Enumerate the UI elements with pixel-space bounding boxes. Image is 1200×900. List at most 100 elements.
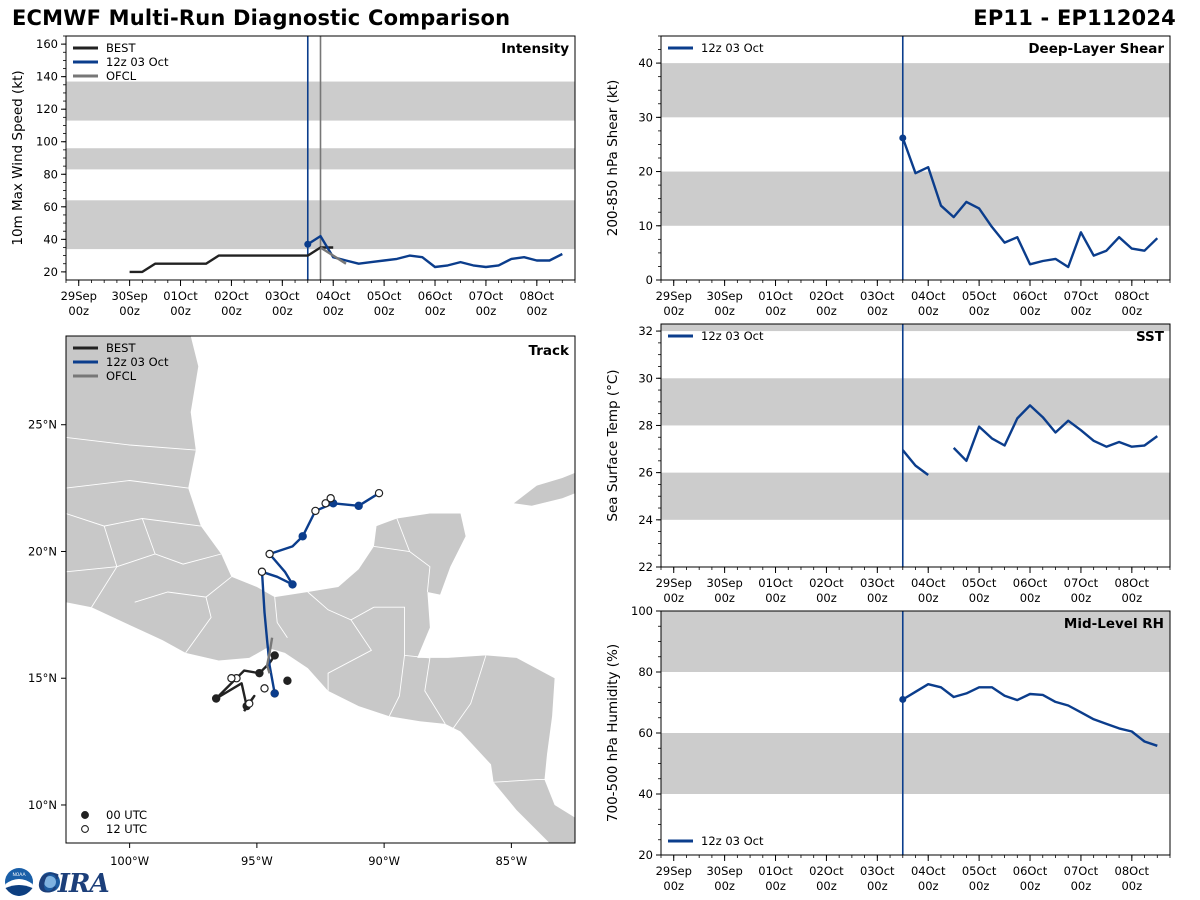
track-map-area [66,336,575,843]
track-marker-12utc [245,699,254,708]
track-marker-12utc [265,549,274,559]
track-ytick-label: 15°N [28,671,57,685]
rh-start-marker-0 [899,695,907,703]
sst-xtick-label: 00z [918,591,939,605]
sst-panel-title: SST [1136,329,1165,345]
border-line [327,619,373,691]
track-legend-marker-label: 00 UTC [106,808,147,822]
track-legend-label: 12z 03 Oct [106,355,169,369]
sst-xtick-label: 00z [816,591,837,605]
track-init-marker [270,689,279,698]
shear-xtick-label: 00z [918,304,939,318]
cira-logo-text: CIRA [38,869,109,898]
rh-ytick-label: 60 [638,726,653,740]
shear-xtick-label: 02Oct [809,289,844,303]
shear-xtick-label: 05Oct [962,289,997,303]
sst-ylabel: Sea Surface Temp (°C) [605,369,621,521]
track-frame [65,335,576,844]
track-xtick-label: 100°W [110,854,149,868]
intensity-legend-label: OFCL [106,69,137,83]
shear-ylabel: 200-850 hPa Shear (kt) [605,80,621,237]
border-line [134,576,232,603]
storm-id: EP11 - EP112024 [973,6,1176,30]
rh-xtick-label: 29Sep [656,864,692,878]
rh-xtick-label: 04Oct [911,864,946,878]
border-line [274,597,288,638]
sst-xtick-label: 04Oct [911,576,946,590]
intensity-ytick-label: 100 [36,135,58,149]
track-marker-00utc [354,501,363,511]
shear-xtick-label: 00z [714,304,735,318]
mexico-land [66,336,575,843]
shear-xtick-label: 29Sep [656,289,692,303]
track-marker-12utc [321,499,330,508]
track-legend-marker [81,811,89,819]
shear-ytick-label: 40 [638,56,653,70]
rh-band-1 [661,611,1170,672]
rh-panel: 2040608010029Sep00z30Sep00z01Oct00z02Oct… [605,604,1171,893]
intensity-xtick-label: 03Oct [265,289,300,303]
intensity-series-line-2-0 [319,246,347,265]
border-line [66,513,201,527]
sst-xtick-label: 00z [765,591,786,605]
track-panel-title: Track [529,343,570,359]
sst-band-1 [661,378,1170,426]
intensity-xtick-label: 07Oct [469,289,504,303]
rh-ylabel: 700-500 hPa Humidity (%) [605,644,621,822]
intensity-legend-label: 12z 03 Oct [106,55,169,69]
shear-xtick-label: 00z [765,304,786,318]
shear-xtick-label: 30Sep [706,289,742,303]
shear-xtick-label: 00z [1121,304,1142,318]
rh-xtick-label: 00z [867,879,888,893]
border-line [141,518,156,555]
rh-xtick-label: 00z [816,879,837,893]
noaa-logo-text: NOAA [12,872,26,878]
intensity-ytick-label: 160 [36,37,58,51]
intensity-xtick-label: 00z [272,304,293,318]
sst-band-0 [661,472,1170,520]
rh-xtick-label: 00z [969,879,990,893]
intensity-xtick-label: 05Oct [367,289,402,303]
track-marker-12utc [257,567,267,576]
rh-ytick-label: 100 [631,604,653,618]
shear-ytick-label: 0 [646,273,653,287]
intensity-xtick-label: 00z [425,304,446,318]
border-line [307,591,375,621]
shear-xtick-label: 00z [867,304,888,318]
rh-plot-area [899,611,1158,855]
track-marker-12utc [326,494,335,503]
border-line [373,545,431,593]
intensity-xtick-label: 01Oct [163,289,198,303]
sst-xtick-label: 00z [969,591,990,605]
sst-ytick-label: 24 [638,513,653,527]
intensity-series-line-1-0 [307,234,563,269]
rh-ytick-label: 80 [638,665,653,679]
track-line-2 [265,637,274,674]
shear-panel: 01020304029Sep00z30Sep00z01Oct00z02Oct00… [605,35,1171,318]
sst-xtick-label: 06Oct [1013,576,1048,590]
border-line [493,779,545,783]
intensity-xtick-label: 08Oct [520,289,555,303]
rh-xtick-label: 00z [1121,879,1142,893]
sst-series-line-0-0 [901,449,929,476]
track-panel: 100°W 95°W 90°W 85°W 10°N 15°N 20°N 25°N Track BE… [28,335,576,868]
shear-band-0 [661,171,1170,226]
rh-xtick-label: 01Oct [758,864,793,878]
track-xtick-label: 95°W [241,854,273,868]
intensity-xtick-label: 00z [68,304,89,318]
shear-start-marker-0 [899,134,907,142]
track-marker-00utc [283,676,292,685]
track-marker-12utc [260,684,269,693]
track-ytick-label: 20°N [28,544,57,558]
intensity-xtick-label: 29Sep [61,289,97,303]
shear-plot-area [899,36,1159,280]
track-ytick-label: 25°N [28,418,57,432]
cuba-land [513,472,575,506]
intensity-xtick-label: 30Sep [111,289,147,303]
shear-xtick-label: 00z [816,304,837,318]
track-ytick-label: 10°N [28,798,57,812]
rh-xtick-label: 00z [1071,879,1092,893]
intensity-legend-label: BEST [106,41,136,55]
border-line [452,655,487,730]
